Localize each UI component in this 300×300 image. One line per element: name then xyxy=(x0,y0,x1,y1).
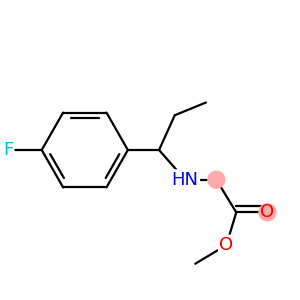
Text: F: F xyxy=(3,141,14,159)
Text: HN: HN xyxy=(172,171,199,189)
Circle shape xyxy=(208,171,225,188)
Text: O: O xyxy=(219,236,233,254)
Text: O: O xyxy=(260,203,274,221)
Circle shape xyxy=(259,204,276,221)
